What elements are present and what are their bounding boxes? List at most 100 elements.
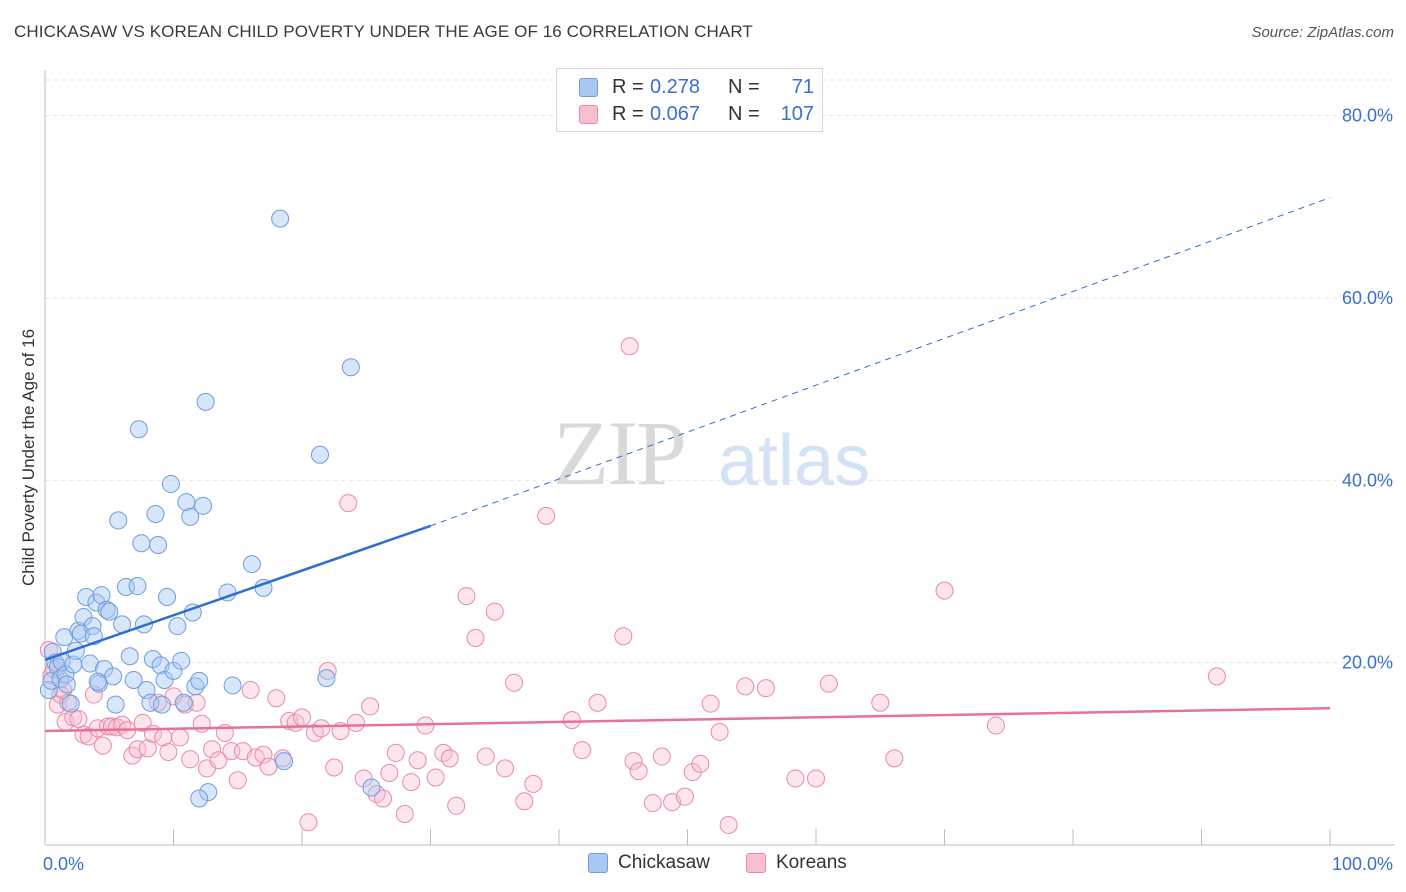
- legend-n-value: 71: [791, 75, 814, 98]
- korean-point: [373, 789, 392, 808]
- korean-point: [643, 794, 662, 813]
- chickasaw-point: [128, 577, 147, 596]
- y-tick-label: 20.0%: [1342, 653, 1393, 673]
- korean-point: [159, 743, 178, 761]
- x-tick-label: 100.0%: [1332, 854, 1393, 874]
- korean-point: [675, 787, 694, 806]
- korean-point: [786, 769, 805, 788]
- chickasaw-trend-extension: [430, 197, 1331, 527]
- legend-label-koreans: Koreans: [776, 852, 847, 873]
- korean-point: [241, 681, 260, 699]
- chickasaw-point: [141, 693, 160, 712]
- chickasaw-point: [92, 586, 111, 605]
- korean-point: [254, 745, 273, 764]
- korean-point: [386, 743, 405, 762]
- korean-point: [293, 708, 311, 727]
- korean-point: [107, 718, 126, 737]
- korean-point: [192, 714, 211, 733]
- legend-item-chickasaw: Chickasaw: [588, 852, 710, 874]
- korean-point: [267, 689, 286, 708]
- watermark-atlas: atlas: [718, 421, 871, 501]
- korean-point: [885, 749, 904, 768]
- chickasaw-trend-line: [44, 524, 431, 662]
- korean-trend-line: [44, 706, 1331, 733]
- legend-n-label: N =: [728, 75, 760, 98]
- korean-point: [871, 693, 890, 712]
- chickasaw-point: [164, 661, 183, 680]
- chickasaw-point: [161, 474, 180, 493]
- chickasaw-point: [129, 420, 148, 439]
- chickasaw-point: [80, 654, 99, 673]
- chickasaw-point: [155, 670, 174, 689]
- korean-point: [524, 774, 543, 793]
- korean-point: [935, 581, 954, 600]
- legend-row-chickasaw: R = 0.278 N = 71: [579, 75, 814, 99]
- korean-point: [562, 711, 581, 730]
- legend-n-label: N =: [728, 102, 760, 125]
- chickasaw-point: [172, 651, 191, 670]
- korean-point: [138, 739, 157, 758]
- korean-point: [701, 694, 720, 713]
- korean-point: [719, 815, 738, 834]
- chickasaw-point: [88, 672, 107, 691]
- y-tick-label: 80.0%: [1342, 106, 1393, 126]
- korean-point: [573, 741, 592, 760]
- chickasaw-point: [199, 783, 218, 802]
- korean-point: [346, 713, 365, 732]
- chickasaw-point: [152, 695, 171, 714]
- korean-point: [457, 587, 476, 606]
- korean-point: [485, 602, 504, 621]
- chickasaw-point: [194, 496, 213, 515]
- chickasaw-point: [120, 647, 139, 666]
- korean-point: [228, 771, 247, 790]
- chickasaw-point: [190, 671, 209, 690]
- korean-point: [476, 747, 495, 766]
- y-axis-label: Child Poverty Under the Age of 16: [19, 329, 38, 586]
- chickasaw-point: [97, 600, 116, 619]
- legend-swatch-chickasaw: [579, 77, 598, 97]
- chickasaw-point: [317, 669, 336, 688]
- chickasaw-point: [106, 695, 125, 714]
- chickasaw-point: [143, 650, 162, 668]
- chickasaw-point: [181, 507, 200, 526]
- korean-point: [756, 679, 775, 698]
- legend-swatch-chickasaw: [588, 853, 608, 873]
- chickasaw-point: [271, 209, 290, 228]
- korean-point: [652, 747, 671, 766]
- chickasaw-point: [124, 670, 143, 689]
- chickasaw-point: [242, 555, 261, 574]
- korean-point: [170, 728, 189, 747]
- korean-point: [299, 813, 318, 832]
- chickasaw-point: [149, 536, 168, 555]
- stats-legend: R = 0.278 N = 71 R = 0.067 N = 107: [556, 68, 823, 132]
- legend-r-value: 0.067: [650, 102, 701, 125]
- korean-point: [69, 710, 88, 729]
- korean-point: [426, 768, 445, 787]
- chart-title: CHICKASAW VS KOREAN CHILD POVERTY UNDER …: [14, 22, 753, 41]
- legend-item-koreans: Koreans: [746, 852, 847, 874]
- chickasaw-point: [190, 789, 209, 808]
- chickasaw-point: [341, 358, 360, 377]
- chickasaw-point: [74, 608, 93, 627]
- korean-point: [624, 752, 643, 771]
- chickasaw-point: [196, 392, 215, 411]
- korean-point: [361, 697, 380, 716]
- korean-point: [203, 740, 222, 759]
- korean-point: [133, 713, 152, 732]
- korean-point: [736, 677, 755, 696]
- chickasaw-point: [310, 445, 329, 464]
- korean-point: [515, 792, 534, 811]
- korean-point: [588, 693, 607, 712]
- korean-point: [1207, 667, 1226, 686]
- korean-point: [93, 736, 112, 755]
- korean-point: [440, 749, 459, 768]
- chickasaw-point: [174, 693, 193, 712]
- watermark-zip: ZIP: [553, 402, 687, 504]
- korean-point: [380, 763, 399, 782]
- korean-point: [620, 337, 639, 356]
- legend-r-label: R =: [612, 102, 644, 125]
- chickasaw-point: [104, 667, 123, 686]
- chickasaw-point: [275, 752, 294, 771]
- korean-point: [537, 506, 556, 525]
